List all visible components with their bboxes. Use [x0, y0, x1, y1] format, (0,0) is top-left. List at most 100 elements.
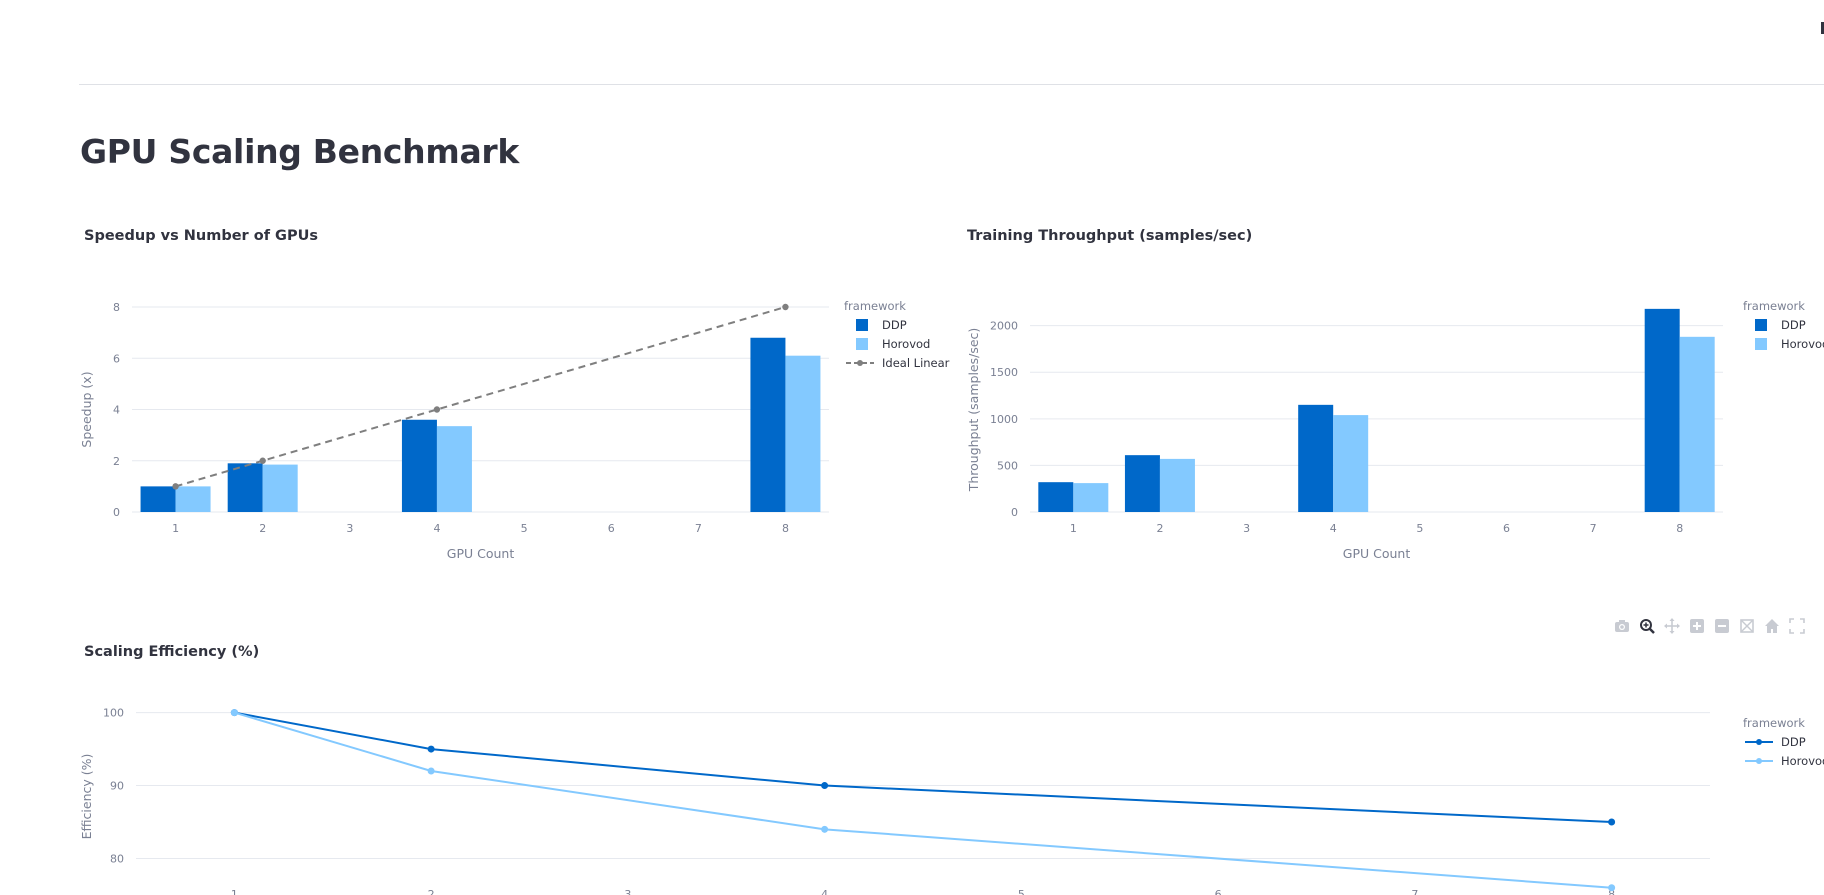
legend-item-ddp[interactable]: DDP — [856, 318, 907, 332]
y-tick-label: 90 — [110, 780, 124, 793]
y-axis-title: Speedup (x) — [79, 371, 94, 447]
pan-icon[interactable] — [1662, 616, 1682, 636]
point-horovod-2 — [427, 767, 435, 775]
bar-ddp-8 — [1644, 308, 1680, 512]
x-tick-label: 8 — [1676, 522, 1683, 535]
legend-swatch — [856, 319, 868, 331]
x-tick-label: 4 — [1330, 522, 1337, 535]
page-title: GPU Scaling Benchmark — [80, 132, 520, 171]
bar-horovod-1 — [1073, 483, 1109, 512]
y-axis-title: Efficiency (%) — [79, 754, 94, 840]
legend-item-ddp[interactable]: DDP — [1755, 318, 1806, 332]
legend-swatch — [1755, 319, 1767, 331]
legend[interactable]: framework DDP Horovod Ideal Linear — [844, 299, 950, 370]
legend-label: Horovod — [1781, 754, 1824, 768]
bar-horovod-8 — [1679, 336, 1715, 512]
chart-toolbar — [1612, 616, 1824, 636]
x-tick-label: 4 — [433, 522, 440, 535]
x-tick-label: 6 — [1215, 888, 1222, 895]
zoom-icon[interactable] — [1637, 616, 1657, 636]
legend-item-ddp[interactable]: DDP — [1745, 735, 1806, 749]
x-tick-label: 4 — [821, 888, 828, 895]
legend-title: framework — [844, 299, 906, 313]
y-tick-label: 2000 — [990, 320, 1018, 333]
bar-horovod-2 — [262, 464, 298, 512]
line-ideal-linear — [175, 306, 786, 488]
point-horovod-4 — [821, 825, 829, 833]
legend[interactable]: framework DDP Horovod — [1743, 299, 1824, 351]
x-axis-title: GPU Count — [447, 546, 515, 561]
legend-label: Ideal Linear — [882, 356, 950, 370]
legend-item-ideal-linear[interactable]: Ideal Linear — [846, 356, 950, 370]
bar-horovod-4 — [436, 426, 472, 512]
y-tick-label: 1500 — [990, 366, 1018, 379]
legend-label: DDP — [882, 318, 907, 332]
y-tick-label: 8 — [113, 301, 120, 314]
line-ddp — [234, 711, 1612, 824]
line-horovod — [234, 711, 1612, 889]
legend-label: Horovod — [882, 337, 930, 351]
x-tick-label: 6 — [1503, 522, 1510, 535]
y-tick-label: 100 — [103, 707, 124, 720]
bar-ddp-2 — [1124, 455, 1160, 512]
legend-item-horovod[interactable]: Horovod — [856, 337, 930, 351]
point-ideal-linear-4 — [433, 406, 441, 413]
x-tick-label: 5 — [1416, 522, 1423, 535]
legend-swatch — [1755, 338, 1767, 350]
x-tick-label: 3 — [346, 522, 353, 535]
legend-item-horovod[interactable]: Horovod — [1745, 754, 1824, 768]
x-tick-label: 1 — [1070, 522, 1077, 535]
x-axis-title: GPU Count — [1343, 546, 1411, 561]
x-tick-label: 6 — [608, 522, 615, 535]
bar-ddp-2 — [227, 463, 263, 512]
y-tick-label: 2 — [113, 455, 120, 468]
legend-label: DDP — [1781, 735, 1806, 749]
legend-marker — [857, 360, 863, 366]
bar-ddp-8 — [750, 337, 786, 512]
x-tick-label: 5 — [1018, 888, 1025, 895]
bar-horovod-2 — [1159, 458, 1195, 512]
x-tick-label: 3 — [1243, 522, 1250, 535]
y-tick-label: 4 — [113, 404, 120, 417]
bar-ddp-4 — [1298, 404, 1334, 512]
x-tick-label: 7 — [695, 522, 702, 535]
legend-marker — [1756, 739, 1762, 745]
camera-icon[interactable] — [1612, 616, 1632, 636]
legend-swatch — [856, 338, 868, 350]
x-tick-label: 2 — [1156, 522, 1163, 535]
x-tick-label: 1 — [231, 888, 238, 895]
legend[interactable]: framework DDP Horovod — [1743, 716, 1824, 768]
legend-item-horovod[interactable]: Horovod — [1755, 337, 1824, 351]
fullscreen-icon[interactable] — [1787, 616, 1807, 636]
y-tick-label: 500 — [997, 459, 1018, 472]
point-ddp-8 — [1608, 818, 1616, 826]
y-tick-label: 1000 — [990, 413, 1018, 426]
legend-label: DDP — [1781, 318, 1806, 332]
bar-ddp-1 — [140, 486, 176, 512]
point-ideal-linear-2 — [259, 457, 266, 464]
y-tick-label: 0 — [1011, 506, 1018, 519]
x-tick-label: 7 — [1411, 888, 1418, 895]
y-tick-label: 80 — [110, 853, 124, 866]
throughput-chart-title: Training Throughput (samples/sec) — [967, 228, 1253, 244]
legend-title: framework — [1743, 299, 1805, 313]
bar-ddp-4 — [401, 419, 437, 512]
x-tick-label: 3 — [624, 888, 631, 895]
zoom-out-icon[interactable] — [1712, 616, 1732, 636]
menu-edge[interactable] — [1821, 22, 1824, 34]
x-tick-label: 1 — [172, 522, 179, 535]
x-tick-label: 2 — [259, 522, 266, 535]
point-ideal-linear-8 — [782, 303, 789, 311]
point-horovod-8 — [1608, 884, 1616, 892]
gridlines — [136, 712, 1710, 860]
speedup-chart-title: Speedup vs Number of GPUs — [84, 228, 318, 244]
point-ideal-linear-1 — [172, 483, 179, 490]
zoom-in-icon[interactable] — [1687, 616, 1707, 636]
autoscale-icon[interactable] — [1737, 616, 1757, 636]
point-ddp-4 — [821, 782, 829, 790]
reset-axes-icon[interactable] — [1762, 616, 1782, 636]
point-ddp-2 — [427, 745, 435, 753]
